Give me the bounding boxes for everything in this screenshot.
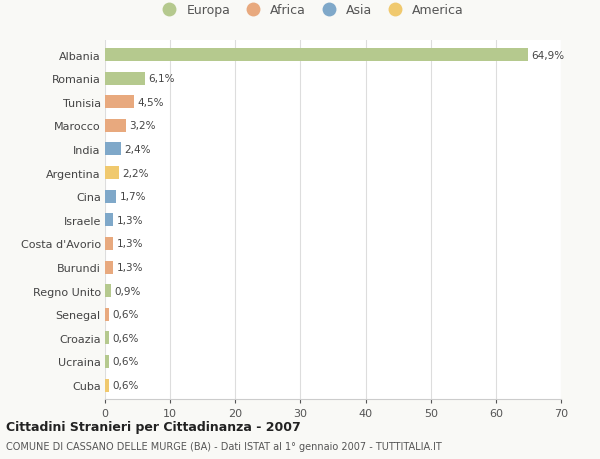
Text: COMUNE DI CASSANO DELLE MURGE (BA) - Dati ISTAT al 1° gennaio 2007 - TUTTITALIA.: COMUNE DI CASSANO DELLE MURGE (BA) - Dat… (6, 441, 442, 451)
Bar (105, 261, 113, 274)
Legend: Europa, Africa, Asia, America: Europa, Africa, Asia, America (151, 0, 469, 22)
Text: 2,2%: 2,2% (122, 168, 149, 178)
Bar (105, 96, 134, 109)
Text: 4,5%: 4,5% (137, 98, 164, 107)
Text: 0,6%: 0,6% (112, 309, 139, 319)
Bar (105, 308, 109, 321)
Bar (105, 214, 113, 227)
Text: 1,7%: 1,7% (119, 192, 146, 202)
Bar (105, 285, 111, 297)
Text: 0,6%: 0,6% (112, 333, 139, 343)
Text: 3,2%: 3,2% (129, 121, 155, 131)
Bar (105, 355, 109, 368)
Text: 2,4%: 2,4% (124, 145, 151, 155)
Text: Cittadini Stranieri per Cittadinanza - 2007: Cittadini Stranieri per Cittadinanza - 2… (6, 420, 301, 433)
Text: 1,3%: 1,3% (117, 263, 143, 273)
Text: 64,9%: 64,9% (531, 50, 564, 61)
Bar (105, 237, 113, 250)
Text: 6,1%: 6,1% (148, 74, 175, 84)
Text: 0,9%: 0,9% (114, 286, 140, 296)
Text: 1,3%: 1,3% (117, 239, 143, 249)
Bar (105, 379, 109, 392)
Text: 1,3%: 1,3% (117, 215, 143, 225)
Bar (105, 120, 126, 133)
Bar (105, 143, 121, 156)
Text: 0,6%: 0,6% (112, 380, 139, 390)
Text: 0,6%: 0,6% (112, 357, 139, 367)
Bar (105, 190, 116, 203)
Bar (105, 73, 145, 85)
Bar (105, 331, 109, 345)
Bar (105, 167, 119, 179)
Bar (105, 49, 528, 62)
